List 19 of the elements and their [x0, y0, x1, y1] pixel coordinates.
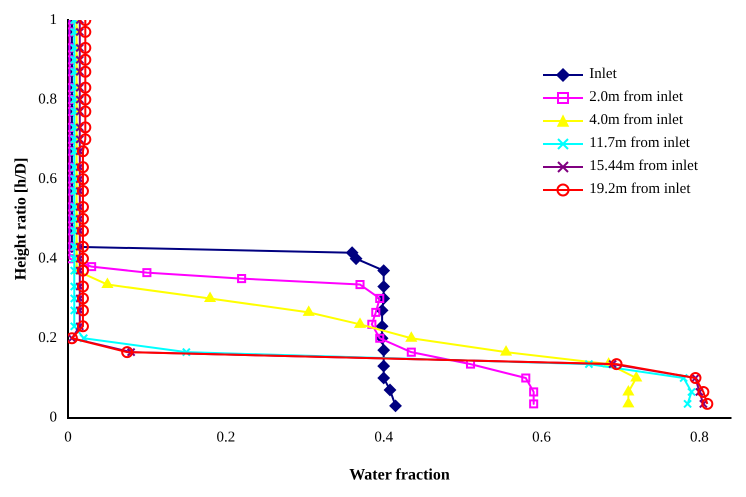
legend-label: 19.2m from inlet: [589, 180, 690, 199]
legend-label: Inlet: [589, 65, 617, 84]
y-tick-label: 0.2: [38, 330, 57, 346]
y-axis-title: Height ratio [h/D]: [12, 158, 30, 280]
y-tick-label: 0.8: [38, 91, 57, 108]
y-tick-label: 0: [49, 410, 57, 426]
x-tick-label: 0.2: [216, 430, 236, 446]
legend-label: 11.7m from inlet: [589, 134, 690, 153]
x-tick-label: 0.4: [374, 430, 394, 446]
legend-label: 4.0m from inlet: [589, 111, 683, 130]
y-tick-label: 1: [49, 12, 57, 28]
x-tick-label: 0: [64, 430, 72, 446]
legend-label: 2.0m from inlet: [589, 88, 683, 107]
x-axis-title: Water fraction: [349, 466, 450, 484]
x-tick-label: 0.6: [532, 430, 552, 446]
y-tick-label: 0.6: [38, 171, 58, 188]
y-tick-label: 0.4: [38, 250, 58, 267]
x-tick-label: 0.8: [690, 430, 709, 446]
legend-label: 15.44m from inlet: [589, 157, 698, 176]
